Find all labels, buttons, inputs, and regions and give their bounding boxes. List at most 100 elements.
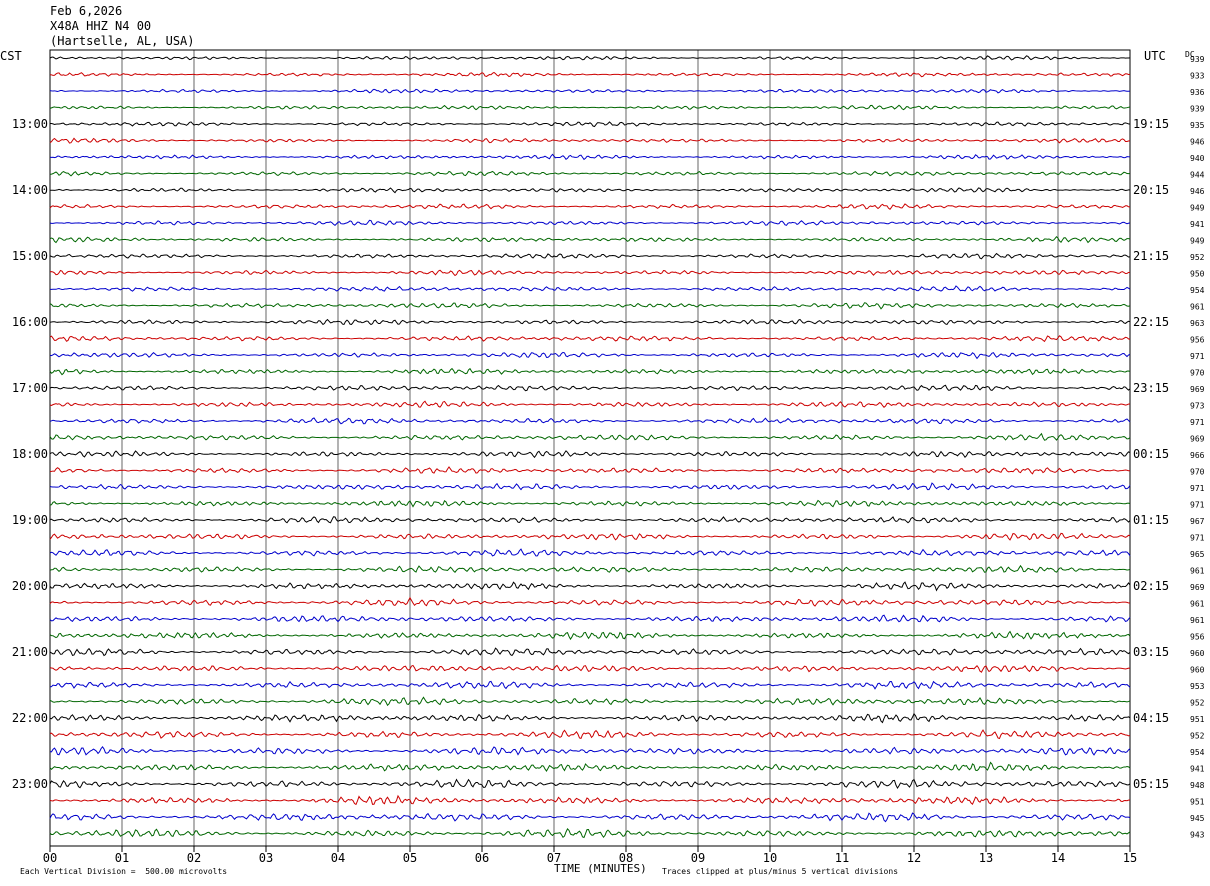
- dc-offset-label: 971: [1190, 501, 1205, 510]
- trace-line: [49, 269, 1131, 277]
- dc-offset-label: 936: [1190, 88, 1205, 97]
- trace-line: [49, 318, 1131, 326]
- trace-line: [49, 400, 1131, 408]
- trace-line: [49, 794, 1131, 806]
- right-hour-label: 23:15: [1133, 381, 1169, 395]
- right-hour-label: 21:15: [1133, 249, 1169, 263]
- trace-line: [49, 812, 1131, 823]
- trace-line: [49, 137, 1131, 144]
- trace-line: [49, 104, 1131, 111]
- left-hour-label: 21:00: [12, 645, 48, 659]
- axis-labels: 00 01 02 03 04 05 06 07 08 09 10 11 12 13 14 15 CST UTC DC…: [0, 49, 1205, 865]
- right-hour-label: 19:15: [1133, 117, 1169, 131]
- dc-offset-label: 967: [1190, 517, 1205, 526]
- left-hour-label: 19:00: [12, 513, 48, 527]
- dc-offset-label: 954: [1190, 748, 1205, 757]
- right-hour-label: 05:15: [1133, 777, 1169, 791]
- trace-line: [49, 532, 1131, 541]
- x-tick-label: 11: [835, 851, 849, 865]
- dc-offset-label: 935: [1190, 121, 1205, 130]
- dc-offset-label: 960: [1190, 666, 1205, 675]
- traces: [49, 55, 1131, 839]
- x-tick-label: 13: [979, 851, 993, 865]
- dc-offset-label: 951: [1190, 798, 1205, 807]
- dc-offset-label: 940: [1190, 154, 1205, 163]
- dc-offset-label: 949: [1190, 204, 1205, 213]
- right-hour-label: 01:15: [1133, 513, 1169, 527]
- dc-offset-label: 970: [1190, 369, 1205, 378]
- dc-offset-label: 941: [1190, 765, 1205, 774]
- dc-offset-label: 969: [1190, 435, 1205, 444]
- trace-line: [49, 614, 1131, 623]
- header-location: (Hartselle, AL, USA): [50, 34, 195, 48]
- x-tick-label: 02: [187, 851, 201, 865]
- dc-offset-label: 944: [1190, 171, 1205, 180]
- dc-offset-label: 951: [1190, 715, 1205, 724]
- trace-line: [49, 581, 1131, 592]
- x-tick-label: 01: [115, 851, 129, 865]
- trace-line: [49, 351, 1131, 360]
- trace-line: [49, 432, 1131, 441]
- dc-offset-label: 945: [1190, 814, 1205, 823]
- trace-line: [49, 647, 1131, 657]
- trace-line: [49, 482, 1131, 491]
- left-hour-label: 22:00: [12, 711, 48, 725]
- trace-line: [49, 285, 1131, 292]
- dc-offset-label: 949: [1190, 237, 1205, 246]
- x-tick-label: 06: [475, 851, 489, 865]
- dc-offset-label: 969: [1190, 385, 1205, 394]
- dc-offset-label: 965: [1190, 550, 1205, 559]
- trace-line: [49, 121, 1131, 128]
- trace-line: [49, 696, 1131, 707]
- trace-line: [49, 664, 1131, 673]
- left-hour-label: 16:00: [12, 315, 48, 329]
- dc-offset-label: 952: [1190, 699, 1205, 708]
- dc-offset-label: 971: [1190, 418, 1205, 427]
- utc-label: UTC: [1144, 49, 1166, 63]
- left-hour-label: 20:00: [12, 579, 48, 593]
- trace-line: [49, 450, 1131, 459]
- dc-offset-label: 973: [1190, 402, 1205, 411]
- dc-offset-label: 933: [1190, 72, 1205, 81]
- dc-offset-label: 952: [1190, 253, 1205, 262]
- dc-offset-label: 946: [1190, 187, 1205, 196]
- left-hour-label: 23:00: [12, 777, 48, 791]
- x-tick-label: 10: [763, 851, 777, 865]
- trace-line: [49, 680, 1131, 690]
- trace-line: [49, 778, 1131, 790]
- x-tick-label: 00: [43, 851, 57, 865]
- dc-offset-label: 961: [1190, 303, 1205, 312]
- x-tick-label: 09: [691, 851, 705, 865]
- dc-offset-label: 971: [1190, 484, 1205, 493]
- dc-offset-label: 939: [1190, 105, 1205, 114]
- dc-offset-label: 963: [1190, 319, 1205, 328]
- trace-line: [49, 88, 1131, 94]
- trace-line: [49, 367, 1131, 376]
- left-hour-label: 13:00: [12, 117, 48, 131]
- footer-clip-note: Traces clipped at plus/minus 5 vertical …: [662, 867, 899, 876]
- dc-offset-label: 954: [1190, 286, 1205, 295]
- trace-line: [49, 71, 1131, 78]
- trace-line: [49, 466, 1131, 475]
- x-axis-title: TIME (MINUTES): [554, 862, 647, 875]
- dc-offset-label: 943: [1190, 831, 1205, 840]
- x-tick-label: 05: [403, 851, 417, 865]
- trace-line: [49, 187, 1131, 194]
- dc-offset-label: 948: [1190, 781, 1205, 790]
- right-hour-label: 03:15: [1133, 645, 1169, 659]
- x-tick-label: 03: [259, 851, 273, 865]
- x-tick-label: 12: [907, 851, 921, 865]
- header-date: Feb 6,2026: [50, 4, 123, 18]
- trace-line: [49, 729, 1131, 740]
- cst-label: CST: [0, 49, 22, 63]
- dc-offset-label: 970: [1190, 468, 1205, 477]
- dc-offset-label: 946: [1190, 138, 1205, 147]
- right-hour-label: 02:15: [1133, 579, 1169, 593]
- right-hour-label: 22:15: [1133, 315, 1169, 329]
- x-tick-label: 07: [547, 851, 561, 865]
- dc-offset-label: 961: [1190, 567, 1205, 576]
- x-tick-label: 15: [1123, 851, 1137, 865]
- dc-offset-label: 953: [1190, 682, 1205, 691]
- trace-line: [49, 516, 1131, 524]
